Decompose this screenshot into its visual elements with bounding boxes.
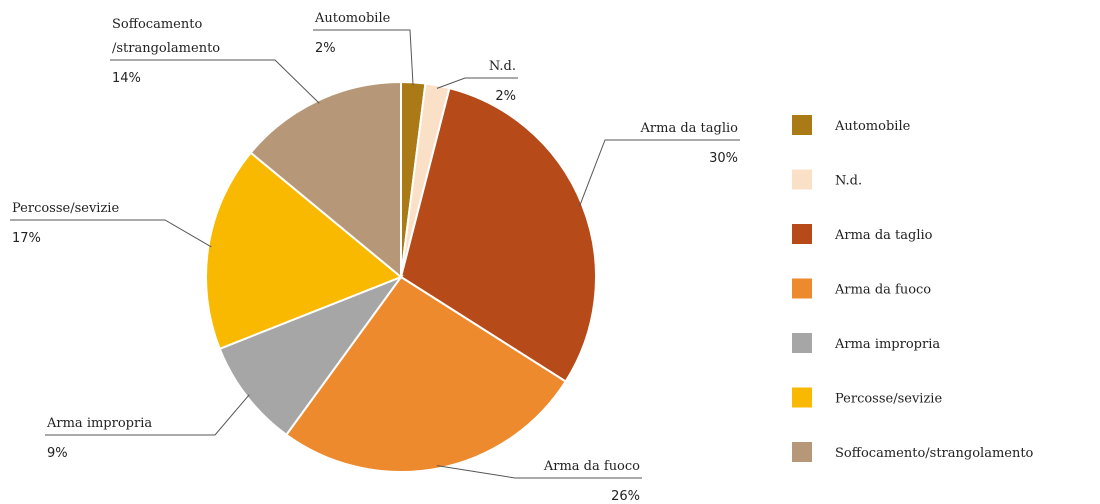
- slice-label: N.d.: [489, 59, 516, 74]
- legend-swatch: [792, 115, 812, 135]
- slice-value-label: 2%: [315, 41, 336, 56]
- pie-slice: [218, 274, 404, 437]
- legend-swatch: [792, 224, 812, 244]
- leader-line: [45, 394, 250, 436]
- legend-label: Arma da fuoco: [834, 283, 931, 298]
- leader-line: [110, 59, 320, 104]
- pie-slice: [205, 151, 403, 351]
- label-line: /strangolamento: [112, 41, 220, 56]
- slice-label: Arma impropria: [46, 416, 152, 431]
- slice-value-label: 30%: [709, 151, 738, 166]
- slice-label: Arma da taglio: [640, 121, 739, 136]
- leader-line: [579, 139, 740, 207]
- slice-value-label: 14%: [112, 71, 141, 86]
- legend-swatch: [792, 278, 812, 299]
- slice-label: Soffocamento/strangolamento: [112, 17, 220, 56]
- legend-label: Soffocamento/strangolamento: [835, 446, 1034, 461]
- slice-value-label: 2%: [495, 89, 516, 104]
- legend-label: Arma impropria: [834, 337, 940, 352]
- legend-swatch: [792, 442, 812, 462]
- legend-label: N.d.: [835, 174, 862, 189]
- leader-line: [436, 465, 642, 479]
- legend-label: Percosse/sevizie: [835, 392, 942, 407]
- pie-slice: [399, 86, 597, 383]
- legend-swatch: [792, 333, 812, 353]
- pie-slice: [284, 275, 568, 473]
- legend-label: Arma da taglio: [834, 228, 933, 243]
- leader-line: [436, 77, 518, 89]
- slice-value-label: 26%: [611, 489, 640, 504]
- pie-slice: [249, 80, 402, 280]
- label-line: Soffocamento: [112, 17, 202, 32]
- leader-line: [313, 29, 414, 86]
- legend-swatch: [792, 387, 812, 408]
- slice-label: Automobile: [314, 11, 391, 26]
- slice-label: Percosse/sevizie: [12, 201, 119, 216]
- slice-value-label: 9%: [47, 446, 68, 461]
- leader-line: [10, 219, 212, 248]
- legend-label: Automobile: [834, 119, 911, 134]
- legend-swatch: [792, 169, 812, 190]
- slice-label: Arma da fuoco: [543, 459, 640, 474]
- slice-value-label: 17%: [12, 231, 41, 246]
